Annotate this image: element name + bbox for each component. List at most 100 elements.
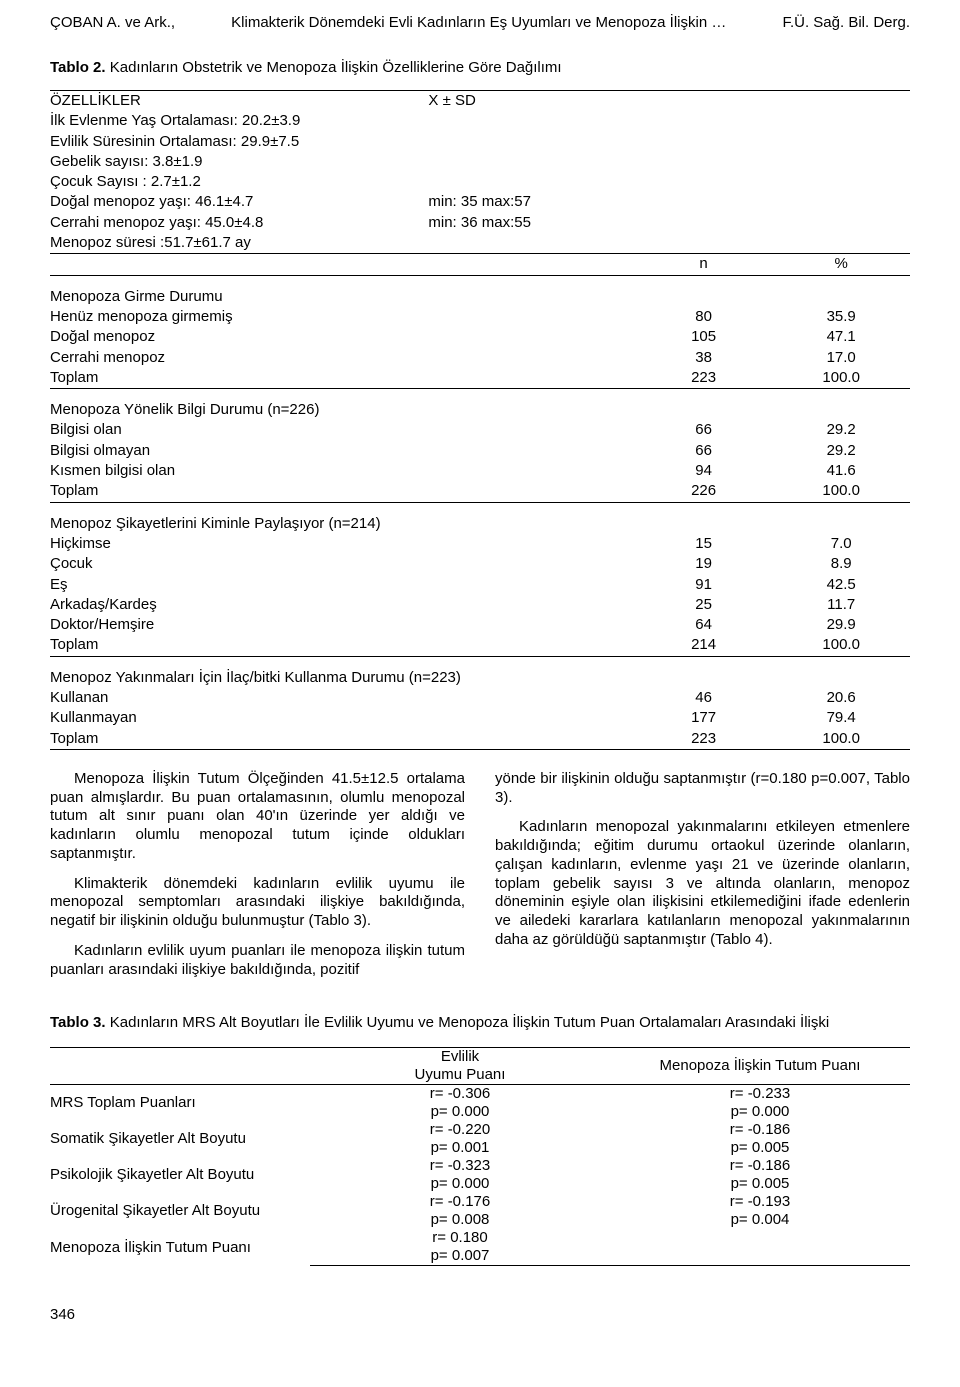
table3-caption: Tablo 3. Kadınların MRS Alt Boyutları İl… bbox=[50, 1014, 910, 1031]
row-p: p= 0.005 bbox=[610, 1139, 910, 1157]
stat-note bbox=[428, 152, 634, 172]
table-cell bbox=[635, 213, 773, 233]
col-header: X ± SD bbox=[428, 91, 634, 112]
row-pct: 41.6 bbox=[772, 461, 910, 481]
row-label: Ürogenital Şikayetler Alt Boyutu bbox=[50, 1193, 310, 1229]
table-cell bbox=[635, 192, 773, 212]
table-cell bbox=[428, 327, 634, 347]
table-cell bbox=[772, 389, 910, 421]
stat-label: Evlilik Süresinin Ortalaması: 29.9±7.5 bbox=[50, 132, 428, 152]
row-label: Kullanmayan bbox=[50, 708, 428, 728]
table-cell bbox=[428, 481, 634, 502]
stat-note: min: 35 max:57 bbox=[428, 192, 634, 212]
table-cell bbox=[772, 152, 910, 172]
table-cell bbox=[428, 307, 634, 327]
row-n: 94 bbox=[635, 461, 773, 481]
row-n: 91 bbox=[635, 575, 773, 595]
row-n: 105 bbox=[635, 327, 773, 347]
row-r: r= -0.186 bbox=[610, 1121, 910, 1139]
row-p bbox=[610, 1247, 910, 1266]
table-cell bbox=[428, 254, 634, 275]
stat-label: Doğal menopoz yaşı: 46.1±4.7 bbox=[50, 192, 428, 212]
row-p: p= 0.007 bbox=[310, 1247, 610, 1266]
row-label: Toplam bbox=[50, 635, 428, 656]
table-cell bbox=[428, 441, 634, 461]
table-cell bbox=[635, 502, 773, 534]
col-header: % bbox=[772, 254, 910, 275]
row-r: r= 0.180 bbox=[310, 1229, 610, 1247]
table-cell bbox=[635, 111, 773, 131]
table-cell bbox=[635, 233, 773, 254]
body-text: Menopoza İlişkin Tutum Ölçeğinden 41.5±1… bbox=[50, 770, 910, 991]
table-cell bbox=[50, 1048, 310, 1085]
table-cell bbox=[428, 729, 634, 750]
running-header: ÇOBAN A. ve Ark., Klimakterik Dönemdeki … bbox=[50, 14, 910, 31]
body-paragraph: Kadınların evlilik uyum puanları ile men… bbox=[50, 942, 465, 980]
row-pct: 20.6 bbox=[772, 688, 910, 708]
stat-note bbox=[428, 233, 634, 254]
table2-caption: Tablo 2. Kadınların Obstetrik ve Menopoz… bbox=[50, 59, 910, 76]
col-header: EvlilikUyumu Puanı bbox=[310, 1048, 610, 1085]
row-pct: 11.7 bbox=[772, 595, 910, 615]
row-pct: 35.9 bbox=[772, 307, 910, 327]
row-n: 25 bbox=[635, 595, 773, 615]
table-cell bbox=[772, 111, 910, 131]
table-cell bbox=[772, 132, 910, 152]
row-pct: 100.0 bbox=[772, 368, 910, 389]
row-pct: 29.2 bbox=[772, 420, 910, 440]
table-cell bbox=[635, 275, 773, 307]
table-cell bbox=[635, 172, 773, 192]
row-n: 226 bbox=[635, 481, 773, 502]
row-r: r= -0.220 bbox=[310, 1121, 610, 1139]
row-n: 177 bbox=[635, 708, 773, 728]
row-n: 64 bbox=[635, 615, 773, 635]
row-pct: 7.0 bbox=[772, 534, 910, 554]
table-cell bbox=[772, 192, 910, 212]
stat-note bbox=[428, 132, 634, 152]
stat-note bbox=[428, 172, 634, 192]
stat-note: min: 36 max:55 bbox=[428, 213, 634, 233]
row-pct: 29.9 bbox=[772, 615, 910, 635]
table-cell bbox=[428, 575, 634, 595]
row-label: Kullanan bbox=[50, 688, 428, 708]
row-n: 15 bbox=[635, 534, 773, 554]
row-label: Hiçkimse bbox=[50, 534, 428, 554]
page-number: 346 bbox=[50, 1306, 910, 1323]
row-p: p= 0.000 bbox=[610, 1103, 910, 1121]
stat-label: Gebelik sayısı: 3.8±1.9 bbox=[50, 152, 428, 172]
section-title: Menopoz Şikayetlerini Kiminle Paylaşıyor… bbox=[50, 502, 635, 534]
section-title: Menopoza Yönelik Bilgi Durumu (n=226) bbox=[50, 389, 635, 421]
row-pct: 79.4 bbox=[772, 708, 910, 728]
row-n: 80 bbox=[635, 307, 773, 327]
table-cell bbox=[428, 554, 634, 574]
col-header: ÖZELLİKLER bbox=[50, 91, 428, 112]
row-label: Toplam bbox=[50, 368, 428, 389]
table3-caption-prefix: Tablo 3. bbox=[50, 1014, 106, 1031]
row-n: 223 bbox=[635, 729, 773, 750]
header-title: Klimakterik Dönemdeki Evli Kadınların Eş… bbox=[231, 14, 726, 31]
body-left-column: Menopoza İlişkin Tutum Ölçeğinden 41.5±1… bbox=[50, 770, 465, 991]
row-label: Çocuk bbox=[50, 554, 428, 574]
body-paragraph: Menopoza İlişkin Tutum Ölçeğinden 41.5±1… bbox=[50, 770, 465, 864]
row-n: 223 bbox=[635, 368, 773, 389]
table-cell bbox=[428, 461, 634, 481]
body-paragraph: Klimakterik dönemdeki kadınların evlilik… bbox=[50, 875, 465, 931]
stat-label: Çocuk Sayısı : 2.7±1.2 bbox=[50, 172, 428, 192]
row-pct: 8.9 bbox=[772, 554, 910, 574]
table-cell bbox=[428, 615, 634, 635]
row-n: 214 bbox=[635, 635, 773, 656]
col-header: n bbox=[635, 254, 773, 275]
row-p: p= 0.001 bbox=[310, 1139, 610, 1157]
row-r: r= -0.186 bbox=[610, 1157, 910, 1175]
row-n: 19 bbox=[635, 554, 773, 574]
table2-caption-text: Kadınların Obstetrik ve Menopoza İlişkin… bbox=[110, 59, 562, 76]
row-r bbox=[610, 1229, 910, 1247]
stat-label: İlk Evlenme Yaş Ortalaması: 20.2±3.9 bbox=[50, 111, 428, 131]
row-pct: 100.0 bbox=[772, 635, 910, 656]
table-cell bbox=[50, 254, 428, 275]
row-p: p= 0.000 bbox=[310, 1175, 610, 1193]
table-cell bbox=[428, 708, 634, 728]
row-label: Toplam bbox=[50, 481, 428, 502]
body-paragraph: Kadınların menopozal yakınmalarını etkil… bbox=[495, 818, 910, 949]
table-cell bbox=[772, 91, 910, 112]
